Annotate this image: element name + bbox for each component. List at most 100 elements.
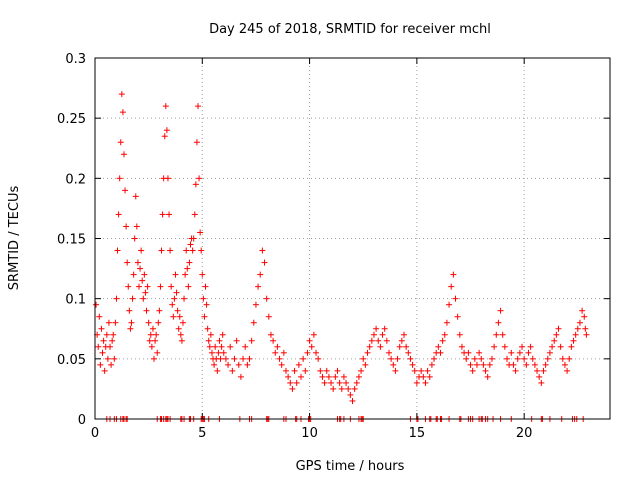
data-point — [403, 343, 410, 350]
data-point — [325, 373, 332, 380]
data-point — [205, 337, 212, 344]
data-point — [133, 223, 140, 230]
data-point — [120, 151, 127, 158]
data-point — [338, 385, 345, 392]
data-point — [431, 355, 438, 362]
data-point — [145, 319, 152, 326]
data-point — [155, 319, 162, 326]
data-point — [147, 331, 154, 338]
data-point — [576, 319, 583, 326]
data-point — [572, 331, 579, 338]
y-tick-label: 0 — [78, 413, 86, 428]
data-point — [486, 361, 493, 368]
data-point — [469, 367, 476, 374]
data-point — [422, 379, 429, 386]
data-point — [379, 331, 386, 338]
data-point — [407, 355, 414, 362]
data-point — [328, 379, 335, 386]
data-point — [222, 355, 229, 362]
data-point — [504, 355, 510, 362]
data-point — [173, 289, 180, 296]
data-point — [129, 295, 136, 302]
x-tick-label: 20 — [516, 426, 533, 441]
data-point — [546, 349, 553, 356]
data-point — [293, 379, 300, 386]
data-point — [199, 271, 206, 278]
data-point — [540, 367, 547, 374]
data-point — [375, 337, 382, 344]
data-point — [446, 301, 453, 308]
data-point — [152, 337, 159, 344]
data-point — [178, 337, 185, 344]
data-point — [217, 355, 224, 362]
data-point — [151, 355, 158, 362]
data-point — [93, 301, 100, 308]
data-point — [362, 361, 369, 368]
data-point — [99, 349, 106, 356]
data-point — [525, 349, 532, 356]
data-point — [153, 331, 160, 338]
data-point — [396, 343, 403, 350]
data-point — [491, 343, 498, 350]
data-point — [473, 361, 480, 368]
data-point — [437, 349, 444, 356]
data-point — [131, 235, 138, 242]
data-point — [156, 307, 163, 314]
data-point — [289, 385, 296, 392]
data-point — [148, 343, 155, 350]
data-point — [108, 361, 115, 368]
data-point — [480, 361, 487, 368]
data-point — [201, 313, 208, 320]
data-point — [111, 355, 118, 362]
data-point — [225, 361, 232, 368]
data-point — [195, 103, 201, 110]
data-point — [137, 265, 144, 272]
data-point — [561, 361, 568, 368]
data-point — [544, 355, 551, 362]
data-point — [125, 283, 132, 290]
data-point — [310, 331, 317, 338]
data-point — [109, 337, 116, 344]
data-point — [323, 367, 330, 374]
data-point — [135, 283, 142, 290]
data-point — [246, 355, 253, 362]
data-point — [334, 367, 341, 374]
y-tick-label: 0.1 — [65, 293, 86, 308]
data-point — [164, 175, 171, 182]
data-point — [115, 211, 122, 218]
data-point — [510, 361, 517, 368]
data-point — [163, 127, 170, 134]
data-point — [126, 307, 133, 314]
data-point — [368, 337, 375, 344]
data-point — [508, 349, 515, 356]
data-point — [536, 373, 543, 380]
data-point — [439, 337, 446, 344]
data-point — [98, 325, 105, 332]
data-point — [237, 373, 244, 380]
data-point — [192, 181, 199, 188]
y-tick-label: 0.05 — [57, 353, 86, 368]
data-point — [185, 283, 192, 290]
x-tick-label: 0 — [91, 426, 99, 441]
data-point — [166, 211, 173, 218]
data-point — [159, 211, 166, 218]
data-point — [211, 361, 218, 368]
data-point — [206, 343, 213, 350]
data-point — [531, 361, 538, 368]
data-point — [250, 319, 257, 326]
data-point — [321, 379, 328, 386]
data-point — [583, 331, 590, 338]
data-point — [424, 367, 431, 374]
data-point — [220, 349, 227, 356]
data-point — [476, 349, 483, 356]
data-point — [144, 283, 151, 290]
data-point — [351, 385, 358, 392]
data-point — [501, 343, 508, 350]
data-point — [261, 259, 268, 266]
data-point — [353, 379, 360, 386]
data-point — [330, 385, 337, 392]
data-point — [267, 331, 274, 338]
data-point — [189, 247, 196, 254]
data-point — [443, 319, 450, 326]
data-point — [568, 343, 575, 350]
